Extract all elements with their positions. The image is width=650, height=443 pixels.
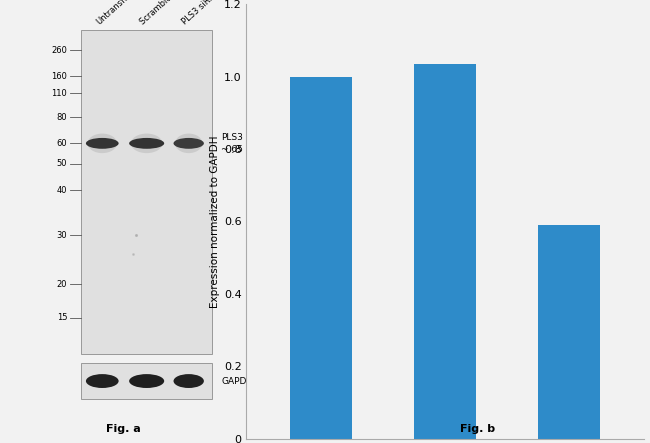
Ellipse shape: [88, 134, 117, 153]
Bar: [81, 31, 212, 354]
Text: GAPDH: GAPDH: [222, 377, 254, 385]
Text: 80: 80: [57, 113, 67, 122]
Text: 60: 60: [57, 139, 67, 148]
Text: PLS3 siRNA: PLS3 siRNA: [180, 0, 222, 26]
Text: 160: 160: [51, 72, 67, 81]
Y-axis label: Expression normalized to GAPDH: Expression normalized to GAPDH: [209, 135, 220, 308]
Ellipse shape: [129, 374, 164, 388]
Bar: [290, 77, 352, 439]
Text: Untransfected: Untransfected: [95, 0, 146, 26]
Text: 15: 15: [57, 313, 67, 323]
Text: Scrambled siRNA: Scrambled siRNA: [138, 0, 198, 26]
Ellipse shape: [131, 134, 162, 153]
Text: 20: 20: [57, 280, 67, 289]
Bar: [414, 64, 476, 439]
Ellipse shape: [86, 138, 118, 149]
Text: 260: 260: [51, 46, 67, 54]
Ellipse shape: [174, 374, 204, 388]
Ellipse shape: [86, 374, 118, 388]
Bar: [538, 225, 600, 439]
Text: PLS3
~ 65 kDa: PLS3 ~ 65 kDa: [222, 133, 264, 154]
Text: 110: 110: [51, 89, 67, 98]
Ellipse shape: [175, 134, 202, 153]
Text: 40: 40: [57, 186, 67, 195]
Text: 50: 50: [57, 159, 67, 168]
Text: Fig. a: Fig. a: [106, 424, 140, 434]
Bar: [81, 362, 212, 400]
Ellipse shape: [174, 138, 204, 149]
Ellipse shape: [129, 138, 164, 149]
Text: 30: 30: [57, 231, 67, 240]
Text: Fig. b: Fig. b: [460, 424, 495, 434]
